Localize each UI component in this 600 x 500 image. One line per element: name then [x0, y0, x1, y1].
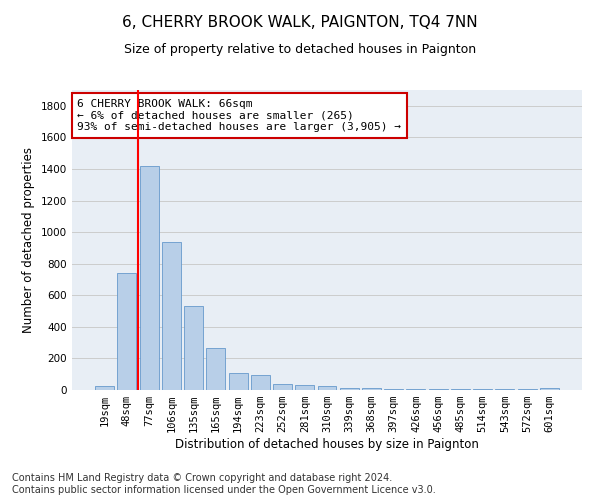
Bar: [496, 389, 514, 390]
Bar: [140, 166, 158, 390]
Bar: [95, 386, 114, 390]
Bar: [406, 389, 425, 390]
Bar: [317, 386, 337, 390]
Y-axis label: Number of detached properties: Number of detached properties: [22, 147, 35, 333]
Bar: [273, 384, 292, 390]
Bar: [518, 389, 536, 390]
Bar: [206, 348, 225, 390]
Bar: [384, 389, 403, 390]
Text: Size of property relative to detached houses in Paignton: Size of property relative to detached ho…: [124, 42, 476, 56]
X-axis label: Distribution of detached houses by size in Paignton: Distribution of detached houses by size …: [175, 438, 479, 451]
Bar: [451, 389, 470, 390]
Bar: [251, 375, 270, 390]
Bar: [340, 388, 359, 390]
Bar: [362, 388, 381, 390]
Bar: [184, 306, 203, 390]
Bar: [162, 242, 181, 390]
Bar: [295, 386, 314, 390]
Bar: [540, 388, 559, 390]
Bar: [473, 389, 492, 390]
Text: 6, CHERRY BROOK WALK, PAIGNTON, TQ4 7NN: 6, CHERRY BROOK WALK, PAIGNTON, TQ4 7NN: [122, 15, 478, 30]
Text: Contains HM Land Registry data © Crown copyright and database right 2024.
Contai: Contains HM Land Registry data © Crown c…: [12, 474, 436, 495]
Bar: [229, 374, 248, 390]
Bar: [429, 389, 448, 390]
Text: 6 CHERRY BROOK WALK: 66sqm
← 6% of detached houses are smaller (265)
93% of semi: 6 CHERRY BROOK WALK: 66sqm ← 6% of detac…: [77, 99, 401, 132]
Bar: [118, 273, 136, 390]
